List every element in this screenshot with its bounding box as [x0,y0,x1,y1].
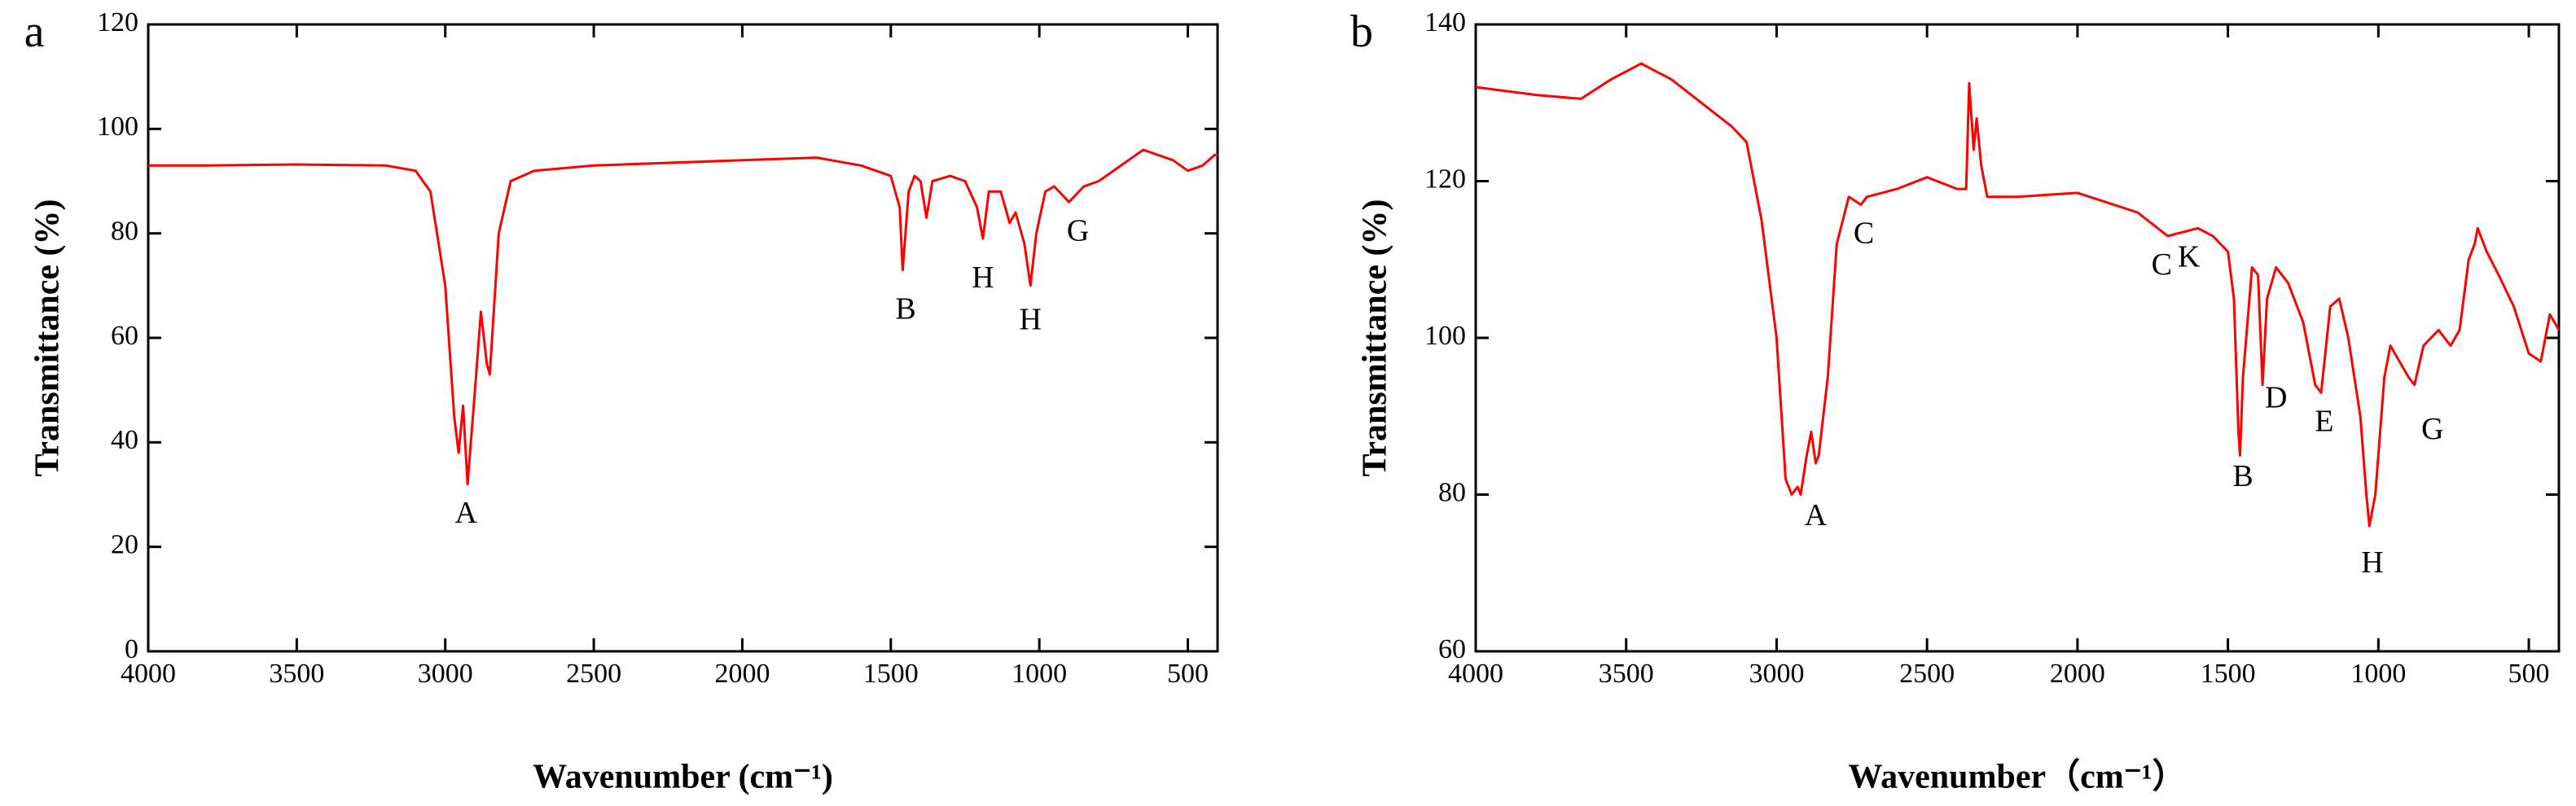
y-tick-label: 0 [125,634,138,664]
peak-label: C [1854,217,1874,251]
y-tick-label: 20 [111,529,138,559]
y-tick-label: 140 [1424,7,1466,37]
x-tick-label: 2500 [1899,659,1955,689]
y-axis-label: Transmittance (%) [29,199,67,477]
peak-label: A [1805,498,1828,532]
y-tick-label: 120 [97,7,138,37]
y-tick-label: 80 [111,216,138,246]
peak-label: H [1019,302,1041,336]
y-axis-label: Transmittance (%) [1357,199,1394,477]
x-tick-label: 500 [2508,659,2550,689]
peak-label: H [2361,545,2383,580]
x-tick-label: 3000 [418,659,473,689]
peak-label: C [2152,247,2172,282]
x-tick-label: 500 [1167,659,1209,689]
panel-label: b [1350,7,1373,57]
x-tick-label: 2500 [566,659,621,689]
plot-frame [147,23,1219,653]
peak-label: G [1067,213,1089,247]
panel-label: a [24,7,45,57]
y-tick-label: 100 [1424,321,1466,351]
peak-label: B [2232,459,2253,493]
peak-label: D [2265,381,2287,415]
plot-frame [1474,23,2561,653]
x-tick-label: 4000 [121,659,176,689]
peak-label: B [895,292,915,326]
y-tick-label: 100 [97,112,138,142]
x-axis-label: Wavenumber（cm⁻¹） [1848,758,2186,796]
spectrum-line [1475,62,2561,528]
y-tick-label: 60 [1438,634,1466,664]
x-tick-label: 2000 [2050,659,2105,689]
x-tick-label: 3500 [269,659,324,689]
x-tick-label: 3500 [1599,659,1654,689]
x-tick-label: 3000 [1749,659,1804,689]
x-tick-label: 1000 [2350,659,2406,689]
y-tick-label: 60 [111,321,138,351]
x-tick-label: 1000 [1012,659,1067,689]
y-tick-label: 120 [1424,164,1466,194]
x-tick-label: 2000 [714,659,770,689]
peak-label: A [455,496,478,530]
peak-label: H [972,261,994,295]
peak-label: K [2178,239,2201,274]
y-tick-label: 80 [1438,477,1466,507]
x-tick-label: 4000 [1448,659,1503,689]
y-tick-label: 40 [111,425,138,455]
x-axis-label: Wavenumber (cm⁻¹) [533,759,833,796]
spectrum-line [148,148,1218,486]
x-tick-label: 1500 [2201,659,2256,689]
peak-label: G [2421,412,2443,446]
x-tick-label: 1500 [863,659,919,689]
peak-label: E [2315,405,2333,439]
